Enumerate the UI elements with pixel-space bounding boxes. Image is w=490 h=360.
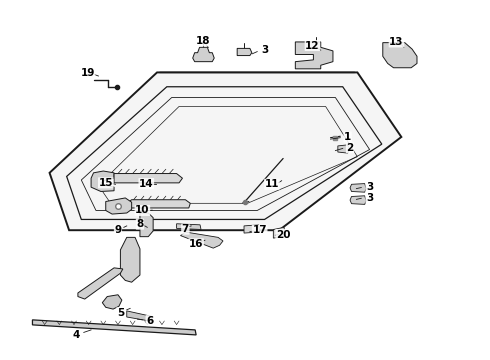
Text: 18: 18 [196, 36, 211, 46]
Text: 19: 19 [80, 68, 95, 78]
Text: 14: 14 [139, 179, 153, 189]
Polygon shape [32, 320, 196, 335]
Text: 9: 9 [114, 225, 122, 235]
Polygon shape [102, 295, 122, 309]
Polygon shape [140, 213, 153, 237]
Text: 20: 20 [276, 230, 291, 239]
Polygon shape [114, 174, 182, 183]
Polygon shape [383, 42, 417, 68]
Text: 1: 1 [344, 132, 351, 142]
Text: 3: 3 [261, 45, 268, 55]
Polygon shape [350, 184, 366, 192]
Polygon shape [49, 72, 401, 230]
Polygon shape [244, 225, 260, 233]
Text: 12: 12 [305, 41, 319, 50]
Polygon shape [350, 196, 366, 204]
Text: 7: 7 [182, 224, 189, 234]
Text: 4: 4 [73, 330, 80, 340]
Polygon shape [121, 237, 140, 282]
Text: 8: 8 [136, 219, 144, 229]
Polygon shape [91, 171, 114, 192]
Text: 2: 2 [346, 143, 354, 153]
Polygon shape [176, 224, 201, 229]
Text: 10: 10 [135, 206, 149, 216]
Polygon shape [193, 47, 214, 62]
Polygon shape [127, 311, 153, 321]
Text: 11: 11 [265, 179, 279, 189]
Text: 17: 17 [252, 225, 267, 235]
Polygon shape [273, 227, 285, 238]
Text: 13: 13 [389, 37, 404, 47]
Polygon shape [180, 232, 223, 248]
Text: 15: 15 [98, 178, 113, 188]
Polygon shape [106, 198, 132, 214]
Polygon shape [295, 42, 333, 69]
Polygon shape [237, 48, 252, 55]
Polygon shape [125, 200, 190, 208]
Text: 3: 3 [366, 182, 373, 192]
Text: 6: 6 [146, 316, 153, 325]
Text: 3: 3 [366, 193, 373, 203]
Text: 16: 16 [189, 239, 203, 249]
Polygon shape [78, 268, 123, 299]
Text: 5: 5 [117, 308, 124, 318]
Polygon shape [338, 145, 350, 153]
